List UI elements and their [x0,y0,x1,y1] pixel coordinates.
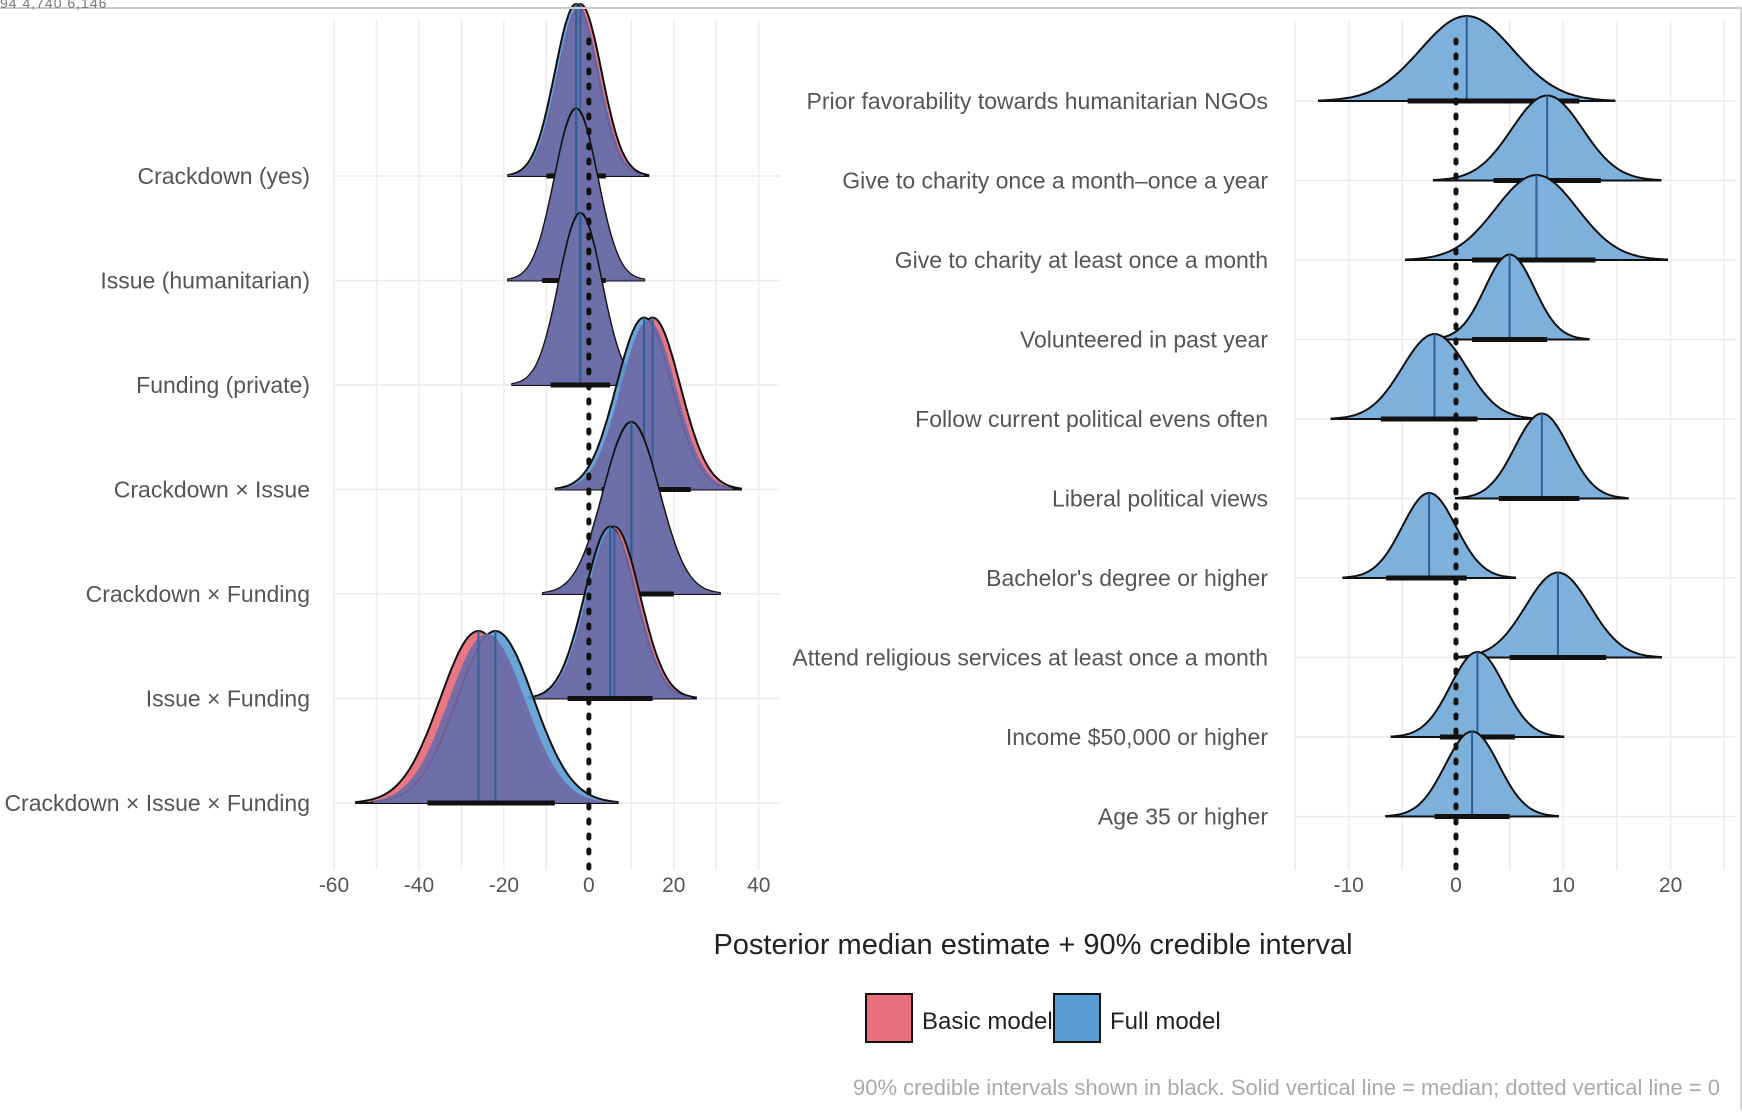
term-ridge [1390,650,1565,740]
x-tick-label: 40 [747,874,770,897]
term-label: Income $50,000 or higher [1006,724,1268,750]
term-label: Follow current political evens often [915,406,1268,432]
x-tick-label: -20 [489,874,519,897]
term-ridge [1432,94,1662,183]
term-label: Crackdown × Issue × Funding [4,790,310,816]
window-right-border [1740,7,1742,1110]
x-tick-label: -40 [404,874,434,897]
term-label: Age 35 or higher [1098,804,1268,830]
x-tick-label: 20 [662,874,685,897]
x-tick-label: 20 [1659,874,1682,897]
term-ridge [1405,173,1668,263]
legend-swatch [1053,993,1101,1043]
term-label: Crackdown (yes) [137,163,310,189]
legend-label: Full model [1110,1008,1221,1035]
term-label: Crackdown × Issue [114,477,310,503]
term-ridge [1455,412,1629,501]
term-ridge [1385,730,1559,819]
term-ridge [507,107,646,283]
panel-right: Prior favorability towards humanitarian … [792,14,1735,897]
x-tick-label: -10 [1333,874,1363,897]
legend: Basic model Full model [865,993,1221,1043]
legend-swatch [865,993,913,1043]
term-label: Give to charity at least once a month [895,247,1268,273]
x-tick-label: 0 [583,874,595,897]
x-tick-label: 0 [1450,874,1462,897]
term-ridge [1330,332,1539,422]
term-ridge [355,629,619,806]
x-tick-label: 10 [1552,874,1575,897]
term-ridge [1453,571,1662,660]
term-label: Crackdown × Funding [86,581,310,607]
cropped-header-text: 94 4,740 6,146 [0,0,108,11]
term-ridge [527,525,697,701]
term-label: Attend religious services at least once … [792,645,1268,671]
panel-left: Crackdown (yes) Issue (humanitarian) Fundi… [4,2,780,897]
term-label: Volunteered in past year [1020,327,1268,353]
term-label: Liberal political views [1052,486,1268,512]
term-ridge [1318,14,1616,104]
term-label: Give to charity once a month–once a year [842,168,1268,194]
window-top-border [0,7,1742,9]
term-label: Funding (private) [136,372,310,398]
legend-label: Basic model [922,1008,1053,1035]
term-label: Prior favorability towards humanitarian … [807,88,1268,114]
term-label: Issue × Funding [146,686,310,712]
term-ridge [1342,491,1516,581]
caption-text: 90% credible intervals shown in black. S… [853,1075,1720,1100]
term-ridge [554,316,742,492]
term-label: Issue (humanitarian) [100,268,310,294]
term-label: Bachelor's degree or higher [986,565,1268,591]
term-ridge [1429,253,1590,342]
x-axis-title: Posterior median estimate + 90% credible… [713,929,1352,961]
term-ridge [507,2,650,179]
x-tick-label: -60 [319,874,349,897]
